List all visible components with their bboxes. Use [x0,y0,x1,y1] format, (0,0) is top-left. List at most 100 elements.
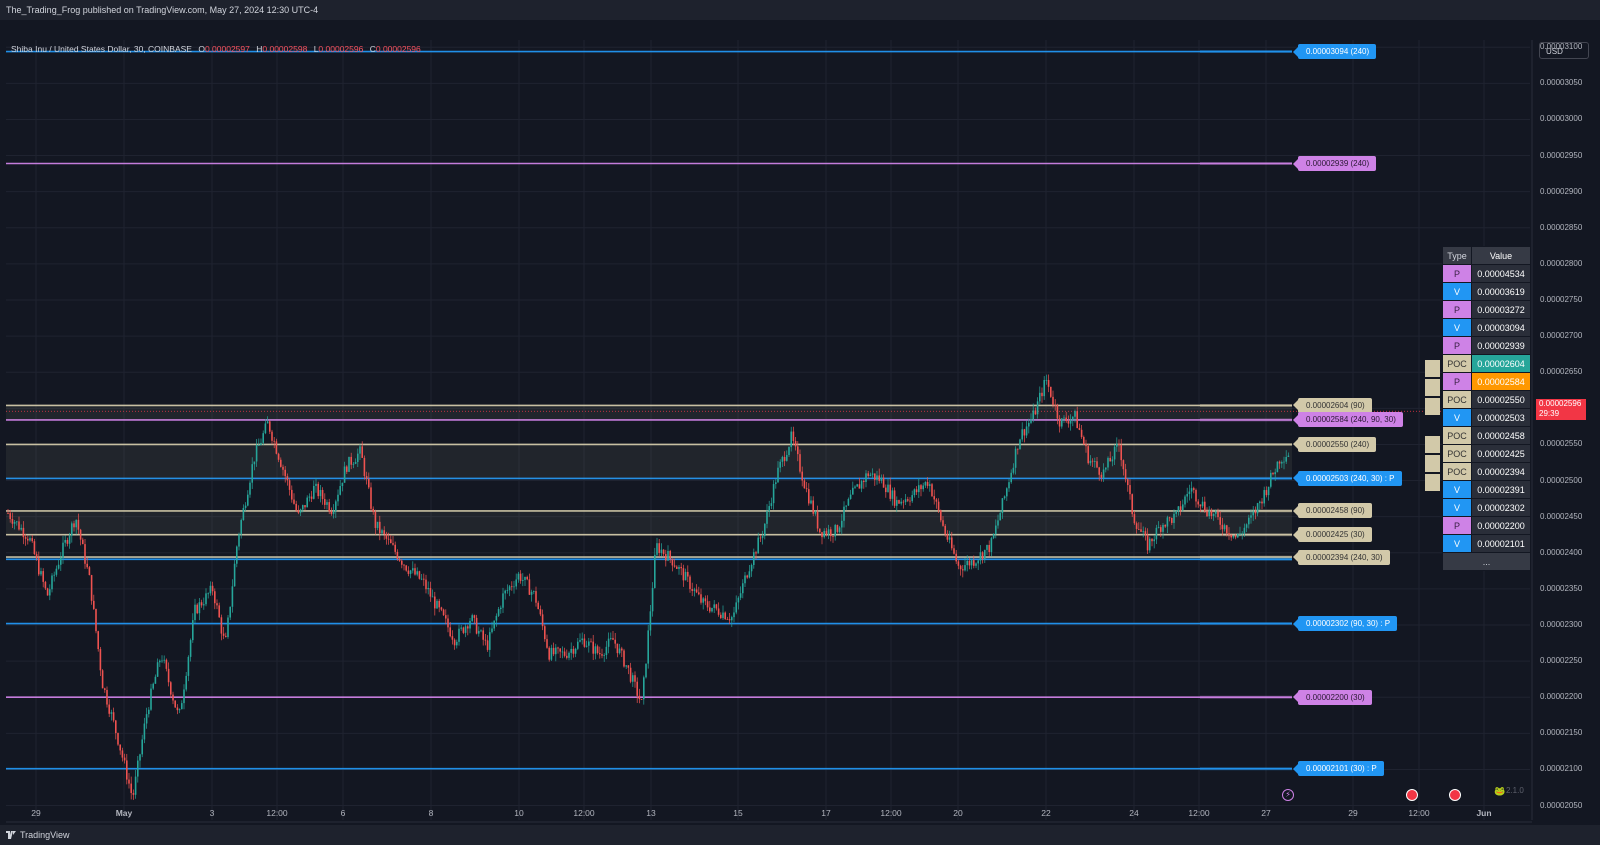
candle-body [1254,511,1257,514]
candle-body [1204,501,1206,512]
currency-button[interactable]: USD [1539,42,1589,59]
price-tick-label: 0.00002500 [1540,475,1583,485]
candle-body [744,575,746,584]
candle-body [260,442,262,446]
candle-body [682,568,685,581]
candle-body [1045,380,1048,381]
candle-body [1135,523,1138,529]
candle-body [1168,517,1171,519]
level-type-cell: P [1442,264,1472,283]
candle-body [44,581,47,589]
candle-body [750,564,753,572]
candle-body [1144,531,1147,535]
us-flag-event-icon[interactable] [1449,789,1461,801]
candle-body [1261,501,1263,504]
level-tag: 0.00002200 (30) [1293,689,1372,705]
candle-body [687,571,689,577]
candle-body [1105,467,1107,470]
candle-body [678,566,680,569]
candle-body [1142,531,1144,532]
candle-body [1278,461,1281,464]
level-value-cell: 0.00002503 [1471,408,1531,427]
candle-body [495,615,498,621]
time-tick-label: 3 [209,808,215,818]
candle-body [1012,467,1015,473]
candle-body [627,665,630,668]
candle-body [970,560,973,566]
candle-body [911,495,913,502]
table-row: POC 0.00002425 [1442,444,1531,463]
candle-body [900,501,902,504]
candle-body [638,695,641,700]
level-tag: 0.00002101 (30) : P [1293,761,1384,777]
candle-body [196,604,198,614]
candle-body [310,496,313,499]
level-zone [6,557,1292,560]
level-type-cell: POC [1442,444,1472,463]
candle-body [1252,511,1254,516]
price-tick-label: 0.00002050 [1540,800,1583,810]
candle-body [676,566,678,569]
candle-body [1129,485,1131,495]
candle-body [535,591,537,603]
candle-body [1151,538,1153,542]
candle-body [647,630,649,664]
candle-body [1003,496,1006,499]
current-price-badge: 0.00002596 29:39 [1536,399,1586,420]
candle-body [304,505,306,508]
candle-body [451,636,454,640]
time-tick-label: 13 [646,808,656,818]
candle-body [915,489,918,493]
candle-body [975,563,977,566]
footer: TradingView [0,825,1600,845]
candle-body [711,607,713,612]
candle-body [863,480,865,483]
price-tick-label: 0.00002450 [1540,511,1583,521]
candle-body [946,534,949,540]
candle-body [913,489,916,496]
candle-body [1223,525,1226,530]
candle-body [128,779,130,784]
level-tag: 0.00002584 (240, 90, 30) [1293,412,1403,428]
lightning-icon[interactable]: ⚡ [1282,789,1294,801]
level-value-cell: 0.00004534 [1471,264,1531,283]
candle-body [909,500,911,502]
candle-body [951,537,953,549]
candle-body [412,568,414,571]
candle-body [1175,511,1177,514]
candle-body [194,604,196,621]
candle-body [1153,539,1155,542]
candle-body [1157,527,1160,528]
candle-body [429,588,432,597]
candle-body [614,639,616,644]
table-row: P 0.00002939 [1442,336,1531,355]
candle-body [742,583,744,594]
candle-body [38,558,40,575]
level-zone [6,510,1292,535]
candle-body [893,490,896,506]
candle-body [1155,527,1158,540]
candle-body [731,617,733,621]
level-tag: 0.00002394 (240, 30) [1293,549,1390,565]
candle-body [130,783,132,794]
candle-body [1039,392,1041,402]
candle-body [101,670,104,689]
candle-body [284,469,286,477]
table-row: P 0.00003272 [1442,300,1531,319]
candle-body [726,619,729,620]
us-flag-event-icon[interactable] [1406,789,1418,801]
candle-body [288,480,291,490]
candle-body [704,598,707,602]
candle-body [126,760,128,780]
candle-body [216,603,218,606]
candle-body [887,484,889,493]
candle-body [141,739,143,755]
candle-body [425,579,427,590]
candle-body [698,592,700,595]
candle-body [493,620,495,629]
candle-body [467,626,469,629]
candle-body [557,647,559,649]
candle-body [546,639,548,648]
candle-body [1149,538,1151,551]
